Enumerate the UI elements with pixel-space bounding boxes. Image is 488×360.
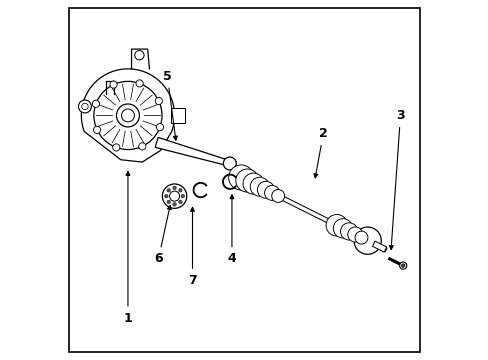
- Circle shape: [271, 189, 284, 202]
- Circle shape: [399, 262, 406, 269]
- Circle shape: [94, 81, 162, 149]
- Text: 3: 3: [388, 109, 404, 249]
- Circle shape: [155, 98, 162, 105]
- Circle shape: [223, 157, 236, 170]
- Circle shape: [354, 231, 367, 244]
- Circle shape: [264, 185, 279, 201]
- FancyBboxPatch shape: [69, 8, 419, 352]
- Text: 2: 2: [313, 127, 327, 178]
- Circle shape: [162, 184, 186, 208]
- Circle shape: [178, 200, 182, 204]
- Circle shape: [347, 227, 362, 242]
- Circle shape: [139, 143, 145, 150]
- Circle shape: [112, 144, 120, 151]
- Circle shape: [164, 194, 168, 198]
- Circle shape: [93, 126, 101, 134]
- Circle shape: [78, 100, 91, 113]
- Circle shape: [110, 81, 117, 88]
- Text: 4: 4: [227, 195, 236, 265]
- Circle shape: [353, 227, 381, 254]
- Circle shape: [235, 169, 258, 192]
- Circle shape: [116, 104, 139, 127]
- FancyBboxPatch shape: [171, 108, 185, 123]
- Circle shape: [121, 109, 134, 122]
- Circle shape: [243, 173, 264, 194]
- Circle shape: [250, 177, 269, 196]
- Polygon shape: [155, 138, 230, 166]
- Circle shape: [325, 215, 347, 236]
- Circle shape: [340, 223, 357, 240]
- Polygon shape: [230, 171, 386, 252]
- Circle shape: [169, 191, 179, 201]
- Circle shape: [136, 80, 143, 87]
- Circle shape: [166, 200, 170, 204]
- Polygon shape: [372, 241, 386, 252]
- Text: 7: 7: [188, 207, 197, 287]
- Circle shape: [178, 189, 182, 192]
- Circle shape: [92, 100, 100, 107]
- Circle shape: [135, 50, 144, 60]
- Text: 5: 5: [163, 69, 177, 140]
- Circle shape: [181, 194, 184, 198]
- Circle shape: [81, 103, 88, 110]
- Polygon shape: [81, 69, 174, 162]
- Text: 1: 1: [123, 171, 132, 325]
- Circle shape: [333, 219, 352, 238]
- Circle shape: [401, 264, 404, 267]
- Circle shape: [228, 165, 253, 190]
- Circle shape: [172, 203, 176, 206]
- Text: 6: 6: [154, 206, 171, 265]
- Circle shape: [172, 186, 176, 190]
- Circle shape: [166, 189, 170, 192]
- Circle shape: [257, 181, 274, 198]
- Circle shape: [156, 123, 163, 131]
